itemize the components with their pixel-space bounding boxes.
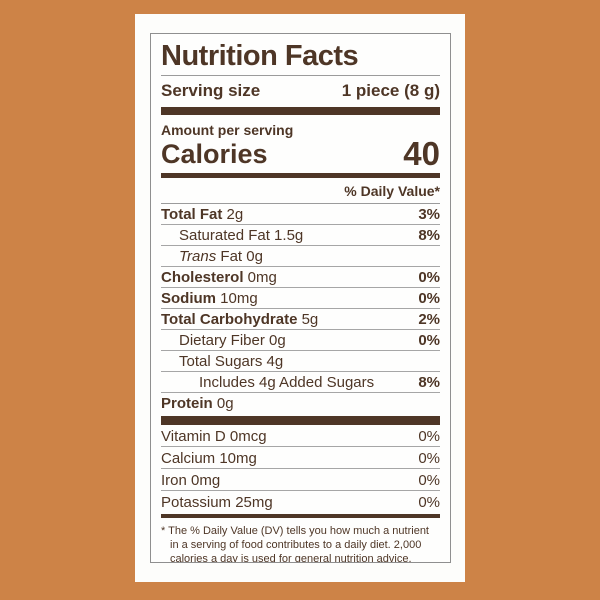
nutrient-row: Total Carbohydrate 5g 2% [161,309,440,330]
vitamin-row: Calcium 10mg 0% [161,447,440,469]
nutrient-daily-value: 8% [418,374,440,391]
nutrient-row: Cholesterol 0mg 0% [161,267,440,288]
thick-divider-bar [161,416,440,425]
nutrient-daily-value: 2% [418,311,440,328]
medium-divider-bar [161,173,440,178]
footnote-divider-bar [161,514,440,518]
vitamin-name: Iron 0mg [161,471,221,489]
nutrient-row: Sodium 10mg 0% [161,288,440,309]
vitamin-daily-value: 0% [418,471,440,489]
nutrient-name: Sodium 10mg [161,290,258,307]
nutrient-daily-value: 3% [418,206,440,223]
calories-label: Calories [161,139,268,169]
serving-size-label: Serving size [161,81,261,100]
nutrient-daily-value: 0% [418,290,440,307]
calories-value: 40 [403,135,440,172]
nutrient-row: Protein 0g [161,393,440,414]
nutrient-row: Trans Fat 0g [161,246,440,267]
nutrient-name: Total Fat 2g [161,206,244,223]
nutrient-name: Total Sugars 4g [179,353,284,370]
daily-value-header: % Daily Value* [161,180,440,204]
vitamin-name: Potassium 25mg [161,493,273,511]
calories-row: Calories 40 [161,135,440,172]
nutrient-name: Dietary Fiber 0g [179,332,286,349]
nutrient-name: Total Carbohydrate 5g [161,311,319,328]
vitamin-daily-value: 0% [418,449,440,467]
nutrient-daily-value: 0% [418,269,440,286]
vitamin-row: Vitamin D 0mcg 0% [161,425,440,447]
nutrient-name: Trans Fat 0g [179,248,263,265]
nutrient-name: Includes 4g Added Sugars [199,374,375,391]
vitamin-name: Calcium 10mg [161,449,257,467]
nutrient-daily-value: 0% [418,332,440,349]
vitamin-row: Potassium 25mg 0% [161,491,440,513]
nutrient-name: Cholesterol 0mg [161,269,277,286]
nutrient-row: Saturated Fat 1.5g 8% [161,225,440,246]
label-panel: Nutrition Facts Serving size 1 piece (8 … [135,14,465,582]
serving-size-row: Serving size 1 piece (8 g) [161,76,440,106]
nutrient-name: Protein 0g [161,395,234,412]
nutrient-daily-value: 8% [418,227,440,244]
serving-size-value: 1 piece (8 g) [341,81,440,100]
nutrition-facts-title: Nutrition Facts [161,40,440,76]
nutrient-row: Total Fat 2g 3% [161,204,440,225]
nutrient-row: Includes 4g Added Sugars 8% [161,372,440,393]
nutrition-facts-box: Nutrition Facts Serving size 1 piece (8 … [150,33,451,563]
thick-divider-bar [161,107,440,115]
nutrient-row: Total Sugars 4g [161,351,440,372]
nutrient-row: Dietary Fiber 0g 0% [161,330,440,351]
vitamin-rows: Vitamin D 0mcg 0% Calcium 10mg 0% Iron 0mg 0%… [161,425,440,513]
nutrient-rows: Total Fat 2g 3% Saturated Fat 1.5g 8% Trans … [161,204,440,414]
daily-value-footnote: * The % Daily Value (DV) tells you how m… [161,525,429,563]
nutrient-name: Saturated Fat 1.5g [179,227,304,244]
vitamin-daily-value: 0% [418,427,440,445]
amount-per-serving-label: Amount per serving [161,122,294,138]
vitamin-daily-value: 0% [418,493,440,511]
vitamin-row: Iron 0mg 0% [161,469,440,491]
vitamin-name: Vitamin D 0mcg [161,427,267,445]
